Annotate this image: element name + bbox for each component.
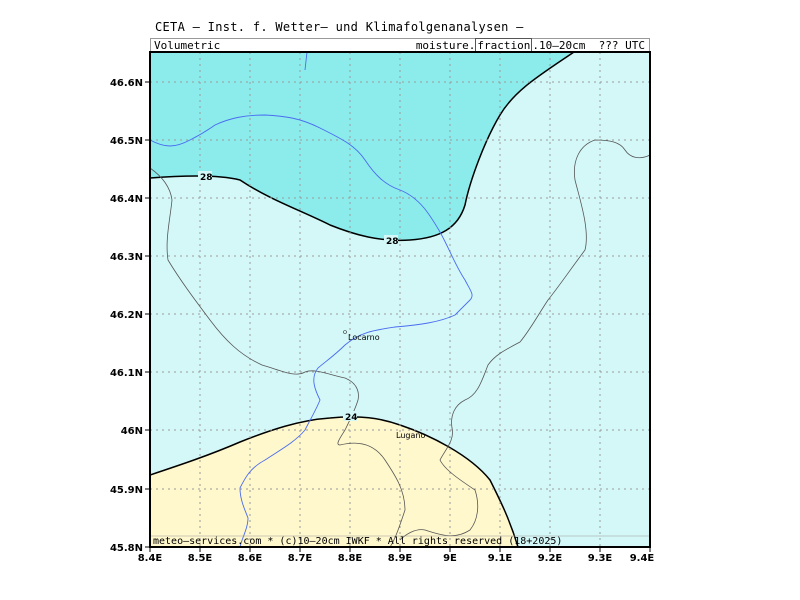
contour-label: 24 [345, 413, 358, 423]
variable-detail-post: .10—20cm ??? UTC [532, 39, 645, 52]
lat-tick-label: 46.3N [110, 252, 143, 263]
city-label-locarno: Locarno [348, 333, 380, 342]
lon-tick-label: 9.4E [630, 553, 655, 564]
city-label-lugano: Lugano [396, 431, 425, 440]
chart-title: CETA — Inst. f. Wetter— und Klimafolgena… [155, 20, 524, 34]
lon-tick-label: 8.6E [238, 553, 263, 564]
low-moisture-region [150, 416, 518, 547]
locarno-marker [343, 330, 347, 334]
contour-labels: 28 28 24 [198, 171, 399, 423]
lon-tick-label: 9.2E [538, 553, 563, 564]
lat-tick-label: 46N [121, 426, 143, 437]
map-plot-area: Locarno Lugano 28 28 24 meteo—services.c… [150, 52, 650, 547]
river-line [150, 52, 473, 547]
border-line-west [150, 167, 406, 547]
lat-tick-label: 45.8N [110, 543, 143, 554]
lat-tick-label: 46.5N [110, 136, 143, 147]
variable-detail: moisture. fraction .10—20cm ??? UTC [415, 38, 645, 53]
lon-tick-label: 8.8E [338, 553, 363, 564]
lon-axis: 8.4E 8.5E 8.6E 8.7E 8.8E 8.9E 9E 9.1E 9.… [138, 547, 655, 564]
high-moisture-region [150, 52, 574, 241]
lat-tick-label: 46.6N [110, 78, 143, 89]
lon-tick-label: 9E [443, 553, 457, 564]
lon-tick-label: 8.9E [388, 553, 413, 564]
contour-label: 28 [386, 237, 399, 247]
border-line-east [399, 139, 650, 541]
lat-tick-label: 46.1N [110, 368, 143, 379]
lon-tick-label: 9.1E [488, 553, 513, 564]
lon-tick-label: 8.4E [138, 553, 163, 564]
grid-lines [150, 52, 650, 547]
lon-tick-label: 8.7E [288, 553, 313, 564]
copyright-footer: meteo—services.com * (c)10—20cm IWKF * A… [153, 536, 562, 547]
lat-axis: 46.6N 46.5N 46.4N 46.3N 46.2N 46.1N 46N … [110, 78, 150, 554]
lat-tick-label: 46.2N [110, 310, 143, 321]
contour-label: 28 [200, 173, 213, 183]
lon-tick-label: 9.3E [588, 553, 613, 564]
variable-name: Volumetric [154, 39, 221, 52]
contour-24-south [150, 416, 519, 547]
lat-tick-label: 46.4N [110, 194, 143, 205]
contour-28-north [150, 52, 575, 242]
unit-box: fraction [475, 38, 533, 53]
lat-tick-label: 45.9N [110, 485, 143, 496]
variable-detail-pre: moisture. [415, 39, 476, 52]
lon-tick-label: 8.5E [188, 553, 213, 564]
